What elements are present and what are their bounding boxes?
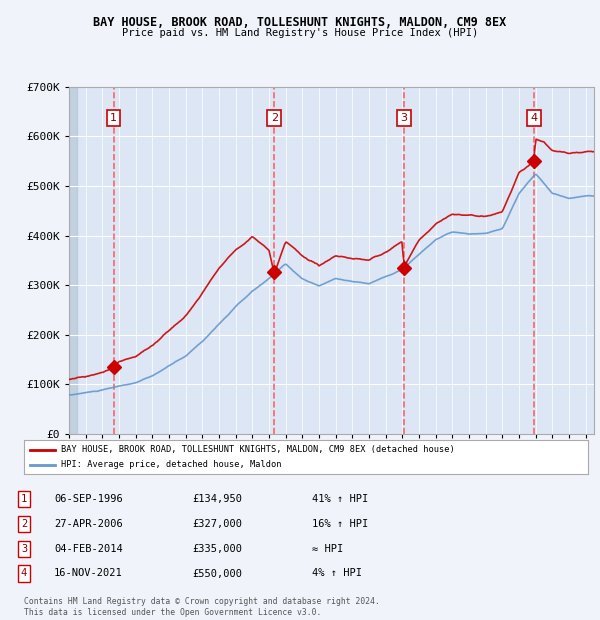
Text: 06-SEP-1996: 06-SEP-1996 <box>54 494 123 504</box>
Text: 1: 1 <box>110 113 117 123</box>
Text: 27-APR-2006: 27-APR-2006 <box>54 519 123 529</box>
Text: 16-NOV-2021: 16-NOV-2021 <box>54 569 123 578</box>
Text: Price paid vs. HM Land Registry's House Price Index (HPI): Price paid vs. HM Land Registry's House … <box>122 28 478 38</box>
Text: HPI: Average price, detached house, Maldon: HPI: Average price, detached house, Mald… <box>61 460 281 469</box>
Text: 2: 2 <box>271 113 278 123</box>
Text: £134,950: £134,950 <box>192 494 242 504</box>
Text: 4: 4 <box>530 113 537 123</box>
Text: Contains HM Land Registry data © Crown copyright and database right 2024.
This d: Contains HM Land Registry data © Crown c… <box>24 598 380 617</box>
Text: 3: 3 <box>400 113 407 123</box>
Text: £327,000: £327,000 <box>192 519 242 529</box>
Text: ≈ HPI: ≈ HPI <box>312 544 343 554</box>
Text: 4: 4 <box>21 569 27 578</box>
Text: 4% ↑ HPI: 4% ↑ HPI <box>312 569 362 578</box>
Text: BAY HOUSE, BROOK ROAD, TOLLESHUNT KNIGHTS, MALDON, CM9 8EX: BAY HOUSE, BROOK ROAD, TOLLESHUNT KNIGHT… <box>94 16 506 29</box>
Bar <box>69 87 77 434</box>
Text: 04-FEB-2014: 04-FEB-2014 <box>54 544 123 554</box>
Text: £335,000: £335,000 <box>192 544 242 554</box>
Text: BAY HOUSE, BROOK ROAD, TOLLESHUNT KNIGHTS, MALDON, CM9 8EX (detached house): BAY HOUSE, BROOK ROAD, TOLLESHUNT KNIGHT… <box>61 445 454 454</box>
Text: 16% ↑ HPI: 16% ↑ HPI <box>312 519 368 529</box>
Text: £550,000: £550,000 <box>192 569 242 578</box>
Text: 2: 2 <box>21 519 27 529</box>
Text: 3: 3 <box>21 544 27 554</box>
Text: 1: 1 <box>21 494 27 504</box>
Text: 41% ↑ HPI: 41% ↑ HPI <box>312 494 368 504</box>
